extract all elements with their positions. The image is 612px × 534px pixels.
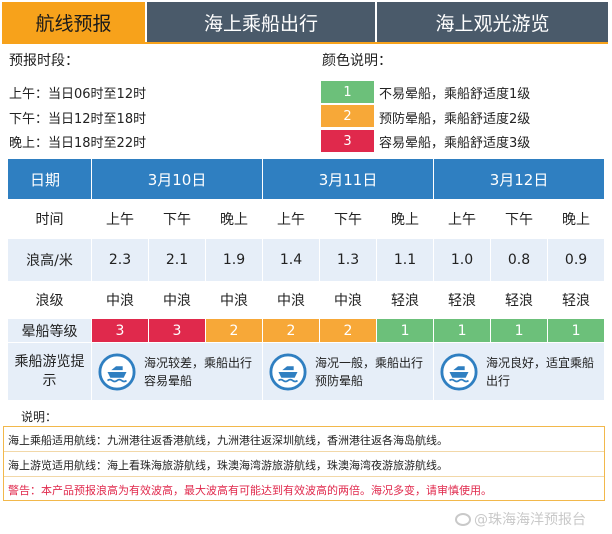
tab-sea-travel[interactable]: 海上乘船出行	[147, 2, 377, 42]
legend-swatch-1: 1	[321, 81, 374, 103]
wave-level-cell: 中浪	[91, 281, 149, 319]
tip-label-text: 乘船游览提示	[14, 354, 85, 389]
time-cell: 晚上	[547, 199, 606, 239]
tip-row: 乘船游览提示 海况较差，乘船出行容易晕船 海况一	[7, 342, 606, 401]
wave-level-label: 浪级	[7, 281, 92, 319]
watermark: @珠海海洋预报台	[455, 509, 586, 529]
time-cell: 上午	[433, 199, 492, 239]
wave-height-cell: 0.9	[547, 238, 606, 282]
note-warning: 警告：本产品预报浪高为有效波高，最大波高有可能达到有效波高的两倍。海况多变，请审…	[8, 484, 492, 497]
note-sightseeing-routes: 海上游览适用航线：海上看珠海旅游航线，珠澳海湾游旅游航线，珠澳海湾夜游旅游航线。	[8, 459, 448, 472]
seasick-cell: 2	[262, 318, 321, 343]
notes-box: 海上乘船适用航线：九洲港往返香港航线，九洲港往返深圳航线，香洲港往返各海岛航线。…	[3, 426, 605, 501]
seasick-row: 晕船等级 3 3 2 2 2 1 1 1 1	[7, 318, 606, 343]
period-afternoon: 下午：当日12时至18时	[9, 112, 147, 127]
wave-level-cell: 轻浪	[547, 281, 606, 319]
note-divider	[4, 451, 604, 452]
seasick-cell: 3	[91, 318, 149, 343]
tab-sea-sightseeing[interactable]: 海上观光游览	[377, 2, 608, 42]
note-divider	[4, 476, 604, 477]
seasick-cell: 1	[490, 318, 549, 343]
notes-title: 说明：	[21, 410, 58, 424]
weibo-icon	[455, 513, 471, 526]
seasick-cell: 2	[319, 318, 378, 343]
tip-cell: 海况良好，适宜乘船出行	[433, 342, 606, 401]
wave-level-cell: 轻浪	[376, 281, 435, 319]
wave-level-row: 浪级 中浪 中浪 中浪 中浪 中浪 轻浪 轻浪 轻浪 轻浪	[7, 281, 606, 319]
seasick-cell: 3	[148, 318, 206, 343]
wave-height-cell: 1.3	[319, 238, 378, 282]
forecast-table: 日期 3月10日 3月11日 3月12日 时间 上午 下午 晚上 上午 下午 晚…	[7, 158, 606, 401]
tab-underline	[2, 42, 608, 44]
wave-level-cell: 轻浪	[490, 281, 549, 319]
tip-cell: 海况较差，乘船出行容易晕船	[90, 342, 264, 401]
wave-level-cell: 中浪	[262, 281, 321, 319]
wave-height-cell: 2.3	[91, 238, 149, 282]
wave-height-cell: 1.9	[204, 238, 264, 282]
date-cell: 3月10日	[90, 158, 264, 200]
period-morning: 上午：当日06时至12时	[9, 87, 147, 102]
legend-title: 颜色说明：	[322, 53, 392, 69]
tip-label: 乘船游览提示	[7, 342, 92, 401]
wave-height-cell: 1.4	[262, 238, 321, 282]
tip-text: 海况一般，乘船出行预防晕船	[315, 355, 424, 388]
note-travel-routes: 海上乘船适用航线：九洲港往返香港航线，九洲港往返深圳航线，香洲港往返各海岛航线。	[8, 434, 448, 447]
wave-level-cell: 中浪	[204, 281, 264, 319]
periods-title: 预报时段：	[9, 53, 79, 69]
ship-icon	[440, 352, 478, 391]
seasick-cell: 1	[433, 318, 492, 343]
date-label: 日期	[7, 158, 92, 200]
wave-height-row: 浪高/米 2.3 2.1 1.9 1.4 1.3 1.1 1.0 0.8 0.9	[7, 238, 606, 282]
time-cell: 晚上	[376, 199, 435, 239]
seasick-cell: 1	[547, 318, 606, 343]
watermark-text: @珠海海洋预报台	[474, 512, 586, 528]
legend-text-3: 容易晕船，乘船舒适度3级	[379, 136, 531, 151]
time-cell: 上午	[91, 199, 149, 239]
wave-level-cell: 轻浪	[433, 281, 492, 319]
time-cell: 下午	[148, 199, 206, 239]
wave-height-cell: 2.1	[148, 238, 206, 282]
time-cell: 晚上	[204, 199, 264, 239]
wave-height-label: 浪高/米	[7, 238, 92, 282]
legend-text-1: 不易晕船，乘船舒适度1级	[379, 87, 531, 102]
time-label: 时间	[7, 199, 92, 239]
wave-height-cell: 0.8	[490, 238, 549, 282]
wave-level-cell: 中浪	[148, 281, 206, 319]
seasick-cell: 1	[376, 318, 435, 343]
legend-swatch-3: 3	[321, 130, 374, 152]
period-evening: 晚上：当日18时至22时	[9, 136, 147, 151]
wave-height-cell: 1.1	[376, 238, 435, 282]
wave-level-cell: 中浪	[319, 281, 378, 319]
legend-text-2: 预防晕船，乘船舒适度2级	[379, 112, 531, 127]
date-cell: 3月12日	[433, 158, 606, 200]
time-cell: 下午	[319, 199, 378, 239]
seasick-cell: 2	[204, 318, 264, 343]
wave-height-cell: 1.0	[433, 238, 492, 282]
ship-icon	[98, 352, 136, 391]
legend-swatch-2: 2	[321, 105, 374, 127]
tip-text: 海况良好，适宜乘船出行	[486, 355, 595, 388]
tab-bar: 航线预报 海上乘船出行 海上观光游览	[2, 2, 608, 42]
time-row: 时间 上午 下午 晚上 上午 下午 晚上 上午 下午 晚上	[7, 199, 606, 239]
time-cell: 下午	[490, 199, 549, 239]
ship-icon	[269, 352, 307, 391]
date-row: 日期 3月10日 3月11日 3月12日	[7, 158, 606, 200]
tip-cell: 海况一般，乘船出行预防晕船	[262, 342, 435, 401]
time-cell: 上午	[262, 199, 321, 239]
tip-text: 海况较差，乘船出行容易晕船	[144, 355, 253, 388]
date-cell: 3月11日	[262, 158, 435, 200]
tab-route-forecast[interactable]: 航线预报	[2, 2, 147, 42]
seasick-label: 晕船等级	[7, 318, 92, 343]
